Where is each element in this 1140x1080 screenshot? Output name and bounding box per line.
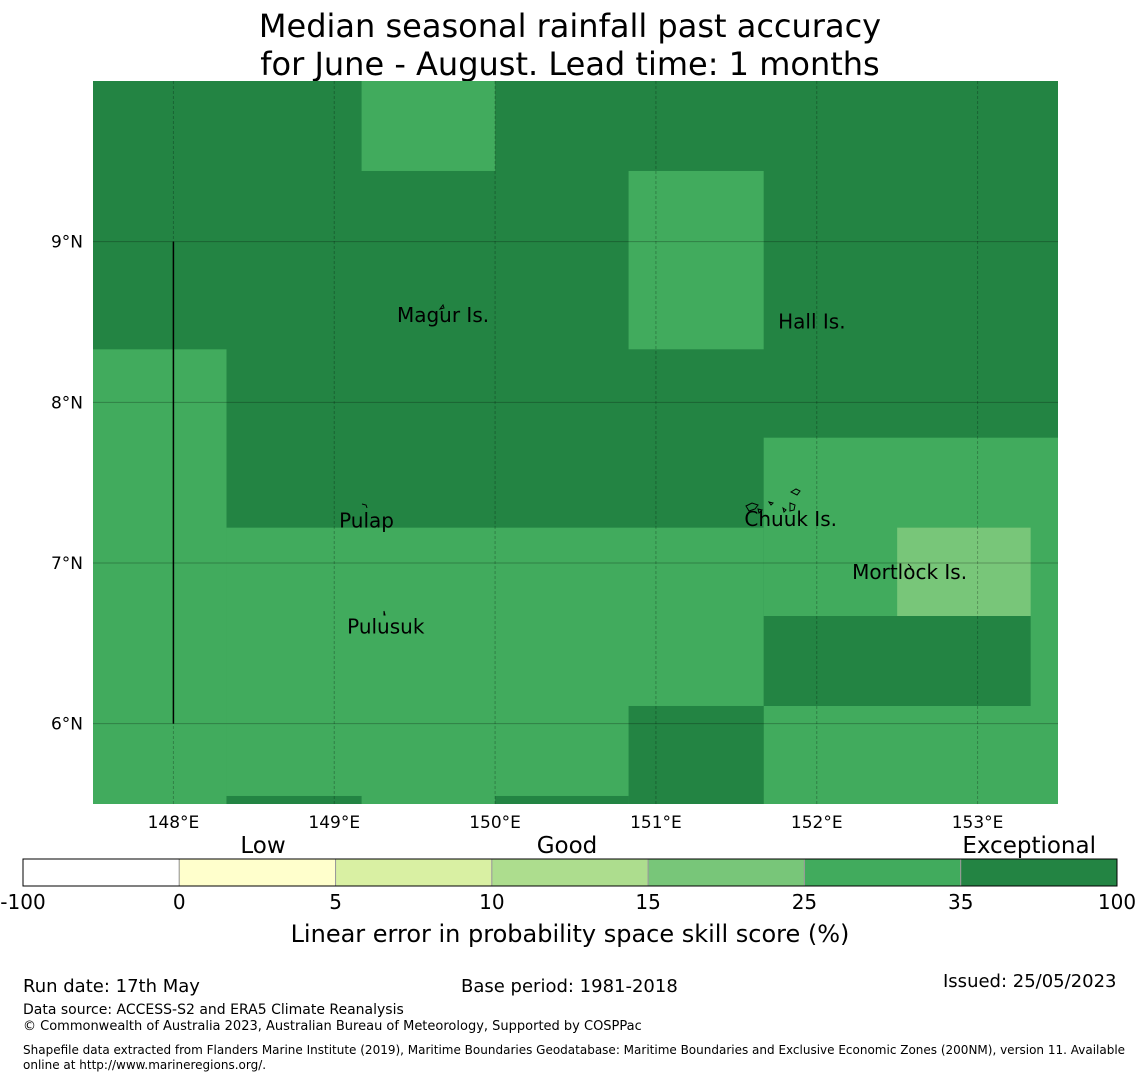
colorbar-segment	[803, 858, 962, 887]
data-source: Data source: ACCESS-S2 and ERA5 Climate …	[23, 1002, 404, 1018]
colorbar-tick-label: 5	[329, 890, 342, 914]
place-label: Chuuk Is.	[744, 507, 837, 531]
chuuk-island-outline	[745, 488, 801, 514]
longitude-tick-label: 153°E	[952, 813, 1004, 833]
island-outlines	[361, 303, 912, 616]
colorbar-segment	[22, 858, 180, 887]
colorbar-category-label: Good	[537, 833, 598, 859]
latitude-tick-label: 9°N	[51, 233, 83, 253]
skill-cell	[226, 795, 362, 804]
run-date: Run date: 17th May	[23, 976, 200, 997]
graticule: 148°E 149°E 150°E 151°E 152°E 153°E 9°N 8°N 7°N 6…	[51, 81, 1058, 833]
colorbar-tick-label: 35	[948, 890, 973, 914]
colorbar-frame	[22, 858, 1118, 887]
colorbar-segment	[491, 858, 649, 887]
colorbar-segment	[647, 858, 805, 887]
skill-cell	[628, 705, 764, 804]
copyright: © Commonwealth of Australia 2023, Austra…	[23, 1019, 642, 1034]
skill-cell	[495, 795, 629, 804]
skill-cell	[763, 616, 1031, 706]
place-label: Pulap	[339, 509, 394, 533]
longitude-tick-label: 151°E	[630, 813, 682, 833]
place-labels: Magur Is. Hall Is. Pulap Chuuk Is. Mortlock …	[339, 303, 967, 639]
mortlock-island-outline	[907, 563, 912, 569]
colorbar-category-label: Low	[240, 833, 285, 859]
longitude-tick-label: 152°E	[791, 813, 843, 833]
latitude-tick-label: 7°N	[51, 554, 83, 574]
colorbar-tick-label: 10	[479, 890, 504, 914]
map-title-line-2: for June - August. Lead time: 1 months	[260, 45, 880, 83]
skill-cell	[361, 81, 496, 171]
map-figure: 148°E 149°E 150°E 151°E 152°E 153°E 9°N 8°N 7°N 6…	[0, 81, 1136, 948]
map-title-line-1: Median seasonal rainfall past accuracy	[258, 7, 882, 45]
colorbar-tick-label: 25	[792, 890, 817, 914]
longitude-tick-label: 150°E	[469, 813, 521, 833]
colorbar-segment	[960, 858, 1118, 887]
issued-date: Issued: 25/05/2023	[943, 971, 1117, 992]
map-area	[93, 81, 1058, 804]
place-label: Mortlock Is.	[852, 560, 967, 584]
colorbar-segment	[335, 858, 493, 887]
colorbar-tick-label: 15	[635, 890, 660, 914]
skill-cell	[628, 170, 764, 350]
colorbar-axis-label: Linear error in probability space skill …	[291, 920, 850, 948]
colorbar-tick-label: -100	[0, 890, 45, 914]
longitude-tick-label: 149°E	[308, 813, 360, 833]
latitude-tick-label: 8°N	[51, 393, 83, 413]
skill-cell	[93, 349, 227, 804]
magur-island-outline	[438, 303, 445, 310]
colorbar: -100 0 5 10 15 25 35 100 Low Good Exceptional Linea…	[0, 833, 1136, 948]
place-label: Hall Is.	[778, 309, 845, 333]
colorbar-tick-label: 0	[173, 890, 186, 914]
place-label: Magur Is.	[397, 303, 489, 327]
colorbar-tick-label: 100	[1098, 890, 1136, 914]
skill-cell	[897, 527, 1031, 617]
colorbar-category-label: Exceptional	[962, 833, 1096, 859]
pulap-island-outline	[361, 503, 368, 509]
base-period: Base period: 1981-2018	[461, 976, 678, 997]
place-label: Pulusuk	[347, 615, 425, 639]
shapefile-credit-line-2: online at http://www.marineregions.org/.	[23, 1058, 267, 1072]
pulusuk-island-outline	[383, 610, 386, 616]
colorbar-segment	[178, 858, 337, 887]
longitude-tick-label: 148°E	[148, 813, 200, 833]
latitude-tick-label: 6°N	[51, 715, 83, 735]
shapefile-credit-line-1: Shapefile data extracted from Flanders M…	[23, 1043, 1126, 1057]
